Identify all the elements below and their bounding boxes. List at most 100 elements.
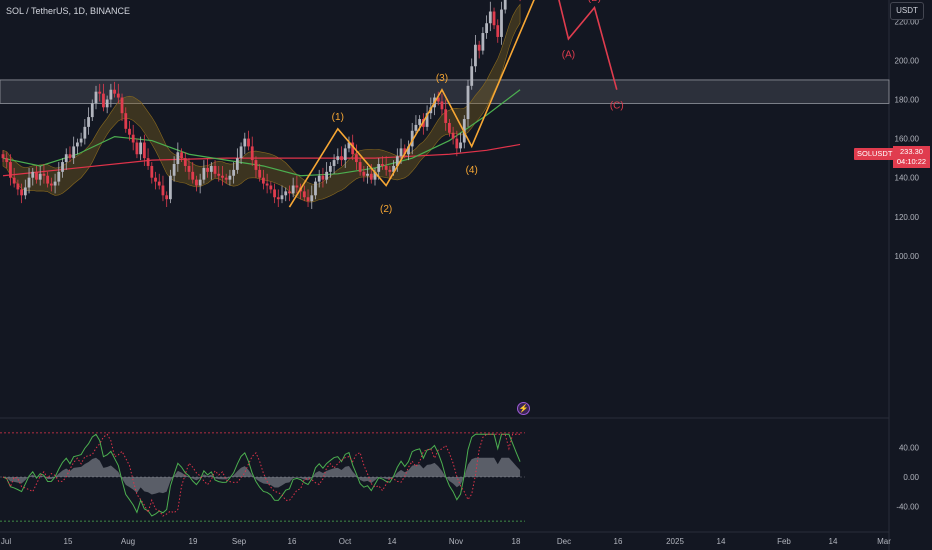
- candle: [38, 173, 42, 180]
- x-tick-label: Jul: [1, 537, 11, 546]
- x-tick-label: Sep: [232, 537, 247, 546]
- candle: [377, 164, 381, 172]
- y-tick-label: 120.00: [895, 213, 920, 222]
- x-tick-label: 14: [388, 537, 397, 546]
- candle: [221, 175, 224, 178]
- candle: [440, 101, 444, 110]
- candle: [68, 154, 72, 159]
- candle: [496, 25, 500, 37]
- candle: [269, 185, 273, 190]
- candle: [154, 177, 157, 182]
- x-tick-label: 15: [64, 537, 73, 546]
- last-price-value: 233.30: [900, 147, 923, 156]
- candle: [488, 11, 492, 24]
- candle: [314, 181, 317, 196]
- candle: [265, 183, 269, 186]
- candle: [362, 171, 366, 176]
- candle: [388, 169, 392, 172]
- candle: [217, 173, 221, 176]
- candle: [169, 175, 172, 200]
- candle: [343, 148, 347, 161]
- candle: [247, 138, 250, 147]
- candle: [254, 160, 258, 170]
- candle: [94, 91, 98, 104]
- candle: [16, 183, 20, 190]
- candle: [481, 33, 485, 51]
- candle: [228, 175, 232, 180]
- y-tick-label: 140.00: [895, 174, 920, 183]
- candle: [113, 89, 116, 94]
- candle: [273, 189, 276, 198]
- candle: [46, 175, 50, 184]
- wave-label: (C): [610, 100, 624, 111]
- wave-label: (3): [436, 73, 448, 84]
- candle: [455, 138, 459, 149]
- candle: [76, 142, 79, 147]
- candle: [57, 171, 61, 182]
- candle: [451, 132, 455, 139]
- candle: [258, 169, 262, 178]
- candle: [31, 171, 35, 178]
- candle: [347, 142, 351, 149]
- currency-button[interactable]: USDT: [890, 2, 924, 20]
- candle: [102, 93, 105, 108]
- x-tick-label: 19: [189, 537, 198, 546]
- candle: [20, 189, 23, 196]
- candle: [366, 173, 369, 176]
- candle: [142, 142, 146, 159]
- candle: [157, 181, 161, 186]
- y-tick-label: 160.00: [895, 135, 920, 144]
- x-tick-label: Aug: [121, 537, 135, 546]
- candle: [500, 9, 503, 37]
- candle: [87, 117, 90, 127]
- candle: [291, 185, 295, 194]
- x-tick-label: 18: [512, 537, 521, 546]
- candle: [392, 165, 395, 172]
- candle: [448, 122, 451, 133]
- osc-histogram: [3, 457, 521, 495]
- lightning-icon[interactable]: ⚡: [517, 402, 530, 415]
- osc-line: [2, 433, 521, 517]
- candle: [280, 195, 284, 200]
- y-tick-label: 100.00: [895, 252, 920, 261]
- osc-signal-line: [2, 433, 521, 517]
- candle: [131, 134, 135, 143]
- candle: [436, 97, 440, 102]
- y-tick-label: 180.00: [895, 96, 920, 105]
- candle: [310, 195, 314, 202]
- candle: [284, 191, 288, 196]
- candle: [351, 142, 355, 155]
- candle: [276, 197, 280, 200]
- x-tick-label: Mar: [877, 537, 891, 546]
- candle: [180, 152, 183, 159]
- candle: [470, 66, 474, 86]
- candle: [35, 171, 38, 180]
- last-price-ticker: SOLUSDT: [854, 148, 896, 160]
- candle: [120, 97, 124, 114]
- candle: [336, 156, 340, 161]
- candle: [12, 177, 16, 184]
- osc-y-tick-label: -40.00: [896, 502, 919, 511]
- candle: [135, 142, 139, 155]
- candle: [358, 162, 362, 172]
- candle: [250, 146, 254, 161]
- last-price-countdown: 04:10:22: [896, 157, 927, 166]
- candle: [321, 175, 325, 180]
- osc-y-tick-label: 40.00: [899, 444, 920, 453]
- candle: [61, 162, 64, 172]
- x-tick-label: 16: [614, 537, 623, 546]
- candle: [53, 181, 57, 186]
- candle: [5, 158, 9, 163]
- x-tick-label: Feb: [777, 537, 791, 546]
- candle: [232, 169, 236, 176]
- candle: [139, 142, 143, 155]
- candle: [9, 162, 12, 178]
- x-tick-label: Oct: [339, 537, 352, 546]
- candle: [176, 152, 180, 165]
- candle: [239, 146, 243, 159]
- candle: [64, 154, 68, 163]
- corrective-wave-line: [558, 0, 618, 90]
- candle: [116, 93, 120, 98]
- candle: [172, 164, 176, 176]
